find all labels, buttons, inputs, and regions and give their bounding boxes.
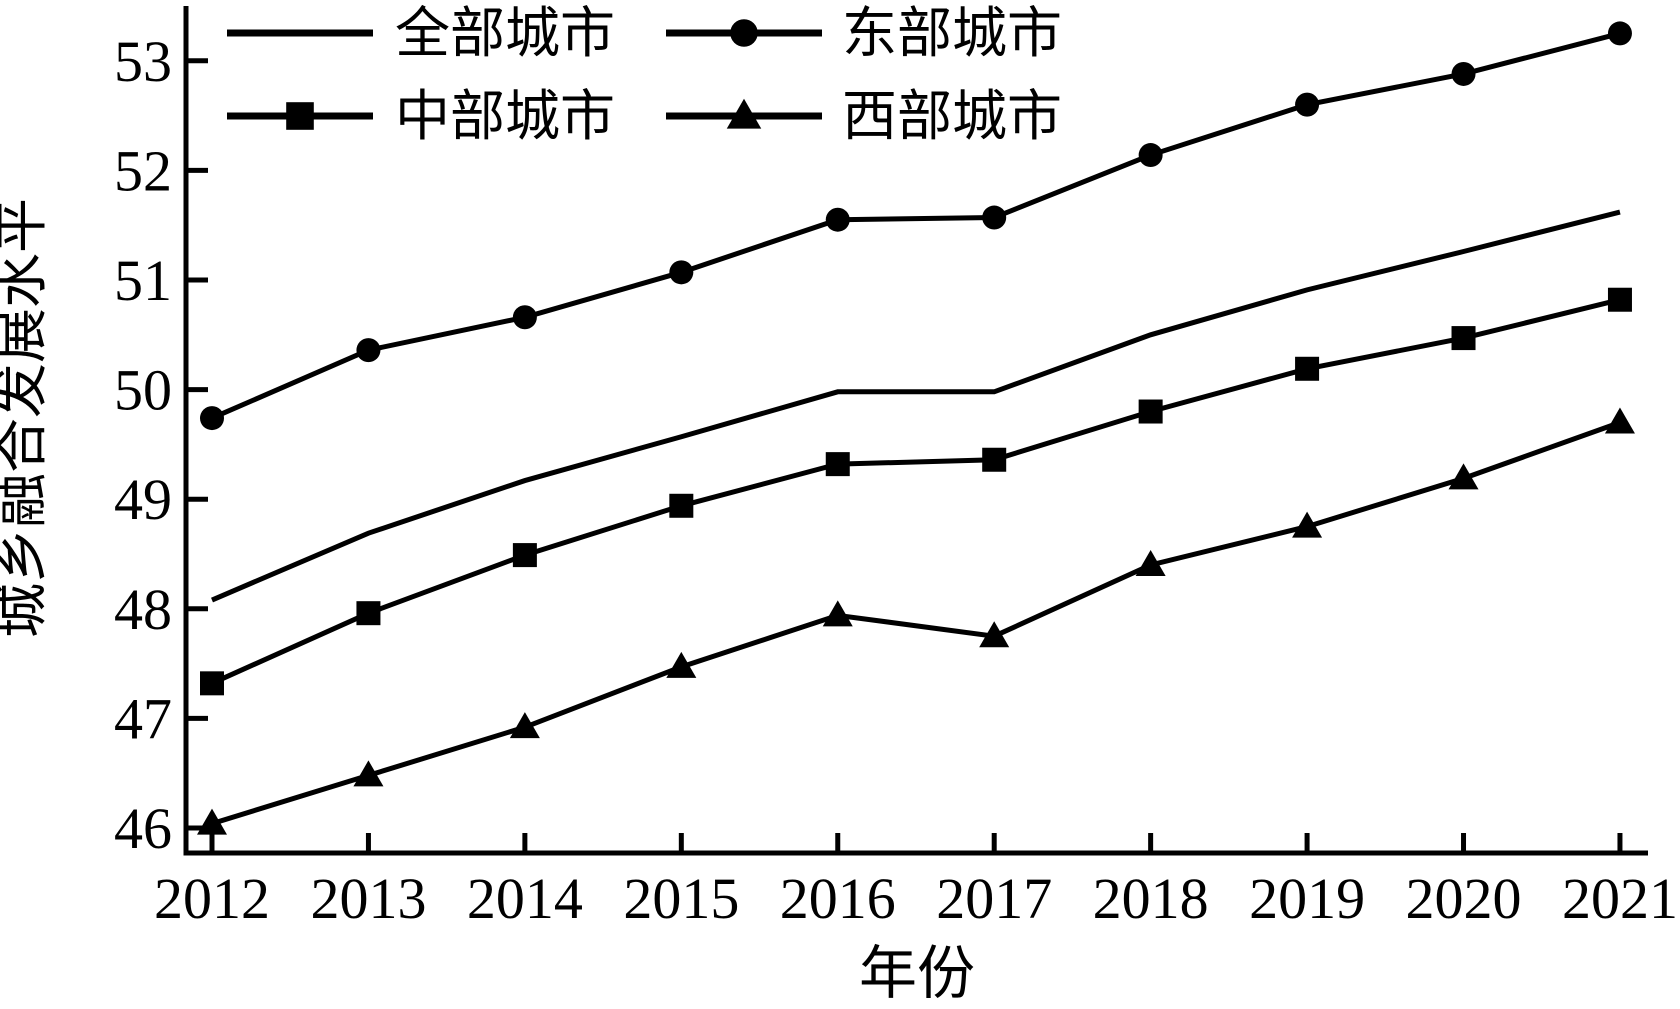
- legend-label: 西部城市: [842, 86, 1062, 147]
- x-axis-ticks: 2012 2013 2014 2015 2016 2017 2018 2019 2020 2021: [154, 833, 1678, 931]
- circle-marker: [982, 205, 1007, 230]
- triangle-marker: [1135, 549, 1166, 576]
- square-marker: [982, 447, 1007, 472]
- square-marker: [825, 452, 850, 477]
- x-tick-label: 2015: [623, 866, 739, 931]
- x-tick-label: 2012: [154, 866, 270, 931]
- circle-marker: [1295, 92, 1320, 117]
- y-tick-label: 48: [114, 577, 172, 642]
- y-tick-label: 53: [114, 29, 172, 94]
- series-全部城市: [211, 209, 1621, 603]
- x-tick-label: 2014: [467, 866, 583, 931]
- legend-item-西部城市: 西部城市: [666, 86, 1062, 147]
- triangle-marker: [979, 621, 1010, 648]
- triangle-marker: [1448, 463, 1479, 490]
- triangle-marker: [509, 712, 540, 739]
- axes: [183, 6, 1648, 856]
- triangle-marker: [353, 760, 384, 787]
- y-axis-title: 城乡融合发展水平: [0, 198, 52, 638]
- legend-label: 全部城市: [395, 3, 615, 64]
- x-tick-label: 2016: [780, 866, 896, 931]
- x-tick-label: 2013: [310, 866, 426, 931]
- triangle-marker: [197, 808, 227, 835]
- triangle-marker: [1604, 407, 1635, 434]
- square-marker: [356, 601, 381, 626]
- square-marker: [512, 543, 537, 568]
- circle-marker: [669, 260, 694, 285]
- series-中部城市: [200, 287, 1632, 696]
- series-西部城市: [197, 407, 1635, 835]
- circle-marker: [1607, 21, 1632, 46]
- x-tick-label: 2017: [936, 866, 1052, 931]
- square-marker: [1607, 287, 1632, 312]
- series-东部城市: [200, 21, 1632, 431]
- square-marker: [1295, 356, 1320, 381]
- circle-marker: [512, 305, 537, 330]
- legend-label: 中部城市: [395, 86, 615, 147]
- series-line: [211, 30, 1621, 421]
- triangle-marker: [822, 600, 853, 627]
- legend-item-全部城市: 全部城市: [227, 3, 615, 64]
- square-marker: [1451, 326, 1476, 351]
- circle-marker: [200, 406, 224, 431]
- y-tick-label: 52: [114, 138, 172, 203]
- square-marker: [286, 102, 314, 130]
- series-line: [211, 420, 1621, 827]
- triangle-marker: [666, 651, 697, 678]
- circle-marker: [730, 19, 758, 47]
- legend-item-中部城市: 中部城市: [227, 86, 615, 147]
- y-tick-label: 47: [114, 686, 172, 751]
- series-line: [210, 297, 1621, 686]
- x-tick-label: 2020: [1406, 866, 1522, 931]
- y-axis-ticks: 46 47 48 49 50 51 52 53: [114, 29, 208, 861]
- x-tick-label: 2018: [1093, 866, 1209, 931]
- legend-label: 东部城市: [842, 3, 1062, 64]
- triangle-marker: [1292, 511, 1323, 538]
- series-line: [211, 209, 1621, 603]
- y-tick-label: 50: [114, 358, 172, 423]
- circle-marker: [356, 338, 381, 363]
- legend-item-东部城市: 东部城市: [666, 3, 1062, 64]
- y-tick-label: 49: [114, 467, 172, 532]
- circle-marker: [1451, 61, 1476, 86]
- square-marker: [669, 493, 694, 518]
- square-marker: [200, 671, 224, 696]
- x-tick-label: 2019: [1249, 866, 1365, 931]
- x-tick-label: 2021: [1562, 866, 1678, 931]
- y-tick-label: 46: [114, 796, 172, 861]
- square-marker: [1138, 399, 1163, 424]
- y-tick-label: 51: [114, 248, 172, 313]
- circle-marker: [825, 207, 850, 232]
- x-axis-title: 年份: [859, 941, 975, 1006]
- triangle-marker: [726, 98, 762, 129]
- circle-marker: [1138, 143, 1163, 168]
